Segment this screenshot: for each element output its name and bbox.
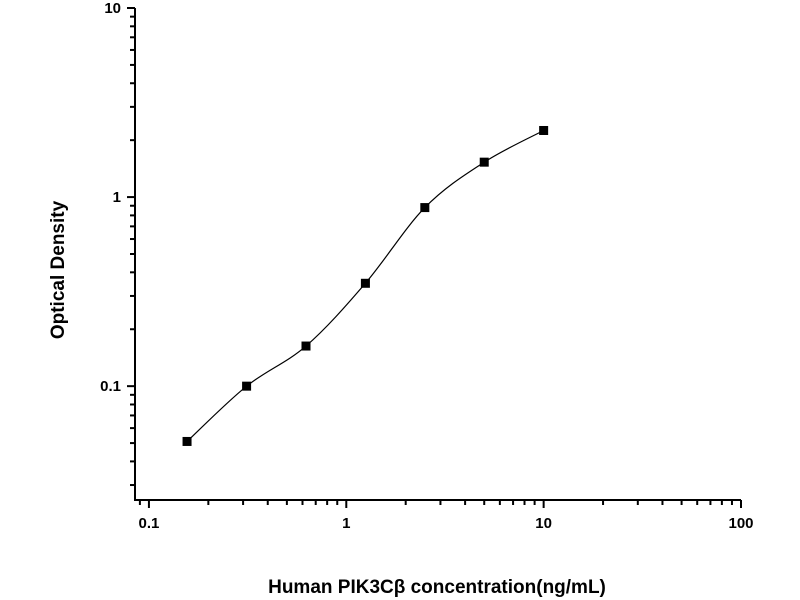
x-tick-label: 100 (728, 515, 753, 532)
x-axis-title: Human PIK3Cβ concentration(ng/mL) (268, 577, 606, 598)
data-point (242, 381, 252, 391)
data-point (360, 278, 370, 288)
data-point (182, 436, 192, 446)
data-point (539, 125, 549, 135)
y-tick-label: 0.1 (100, 378, 121, 395)
x-tick-label: 0.1 (138, 515, 159, 532)
data-point (420, 203, 430, 213)
data-point (479, 157, 489, 167)
data-point (301, 341, 311, 351)
y-tick-label: 1 (113, 189, 121, 206)
x-tick-label: 1 (342, 515, 350, 532)
data-points (182, 125, 549, 446)
y-tick-label: 10 (104, 0, 121, 17)
ticks: 0.1 1 10 100 0.1 1 10 (100, 0, 753, 532)
x-tick-label: 10 (535, 515, 552, 532)
y-axis-title: Optical Density (48, 200, 69, 339)
axes (134, 8, 741, 501)
